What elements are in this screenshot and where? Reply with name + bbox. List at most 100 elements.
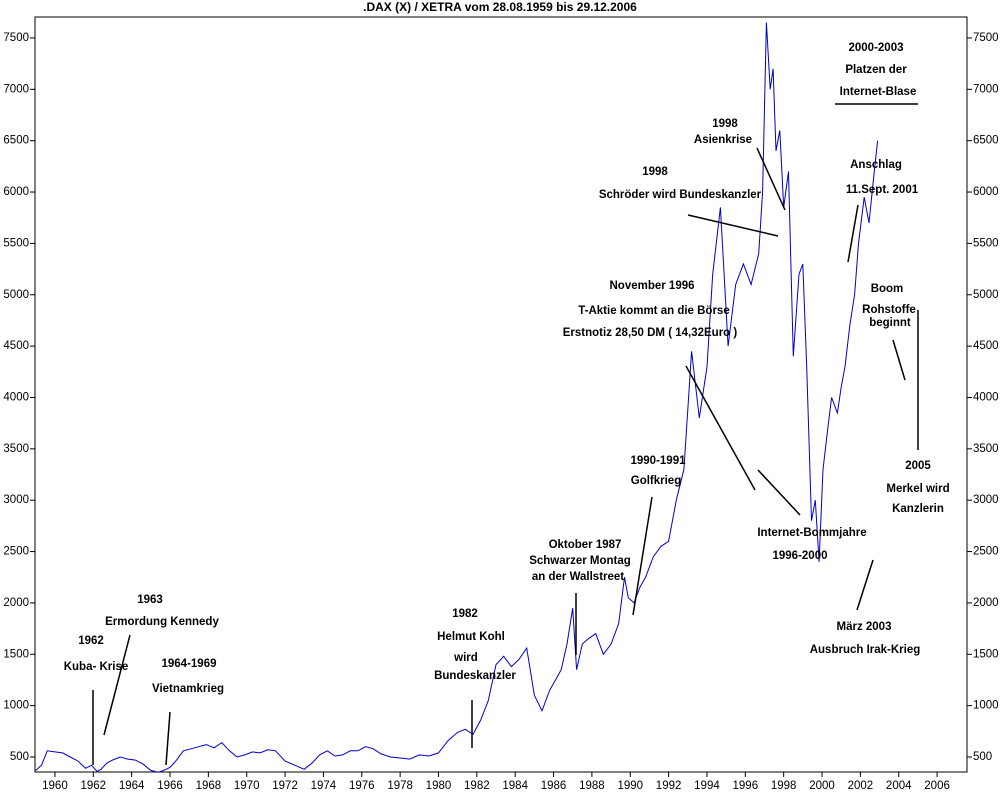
x-tick-label: 2002 [848,780,874,792]
y-tick-label: 1000 [3,700,29,712]
y2-tick-label: 4500 [973,340,999,352]
annotation-pointer [847,204,859,263]
annotation: 1996-2000 [773,550,828,562]
annotation: Platzen der [845,64,907,76]
y2-tick-label: 6500 [973,135,999,147]
annotation: Kuba- Krise [64,661,129,673]
annotation: an der Wallstreet [532,571,624,583]
annotation: März 2003 [837,621,892,633]
x-tick-label: 2004 [886,780,912,792]
y-tick-label: 6500 [3,135,29,147]
y-tick-label: 5000 [3,289,29,301]
x-tick-label: 1988 [579,780,605,792]
annotation: Anschlag [850,159,902,171]
y2-tick-label: 1000 [973,700,999,712]
annotation: Schwarzer Montag [529,555,631,567]
x-tick-label: 1972 [272,780,298,792]
annotation: November 1996 [609,280,694,292]
y-tick-label: 4500 [3,340,29,352]
y2-tick-label: 5500 [973,237,999,249]
y-tick-label: 2500 [3,546,29,558]
annotation-pointer [685,365,756,491]
annotation: Ermordung Kennedy [105,616,219,628]
y-tick-label: 3000 [3,494,29,506]
x-tick-label: 1970 [234,780,260,792]
y2-tick-label: 6000 [973,186,999,198]
annotation: Asienkrise [694,134,752,146]
y2-tick-label: 1500 [973,648,999,660]
y2-tick-label: 7000 [973,83,999,95]
x-tick-label: 1964 [119,780,145,792]
x-tick-label: 1960 [42,780,68,792]
y-tick-label: 5500 [3,237,29,249]
annotation: Kanzlerin [892,503,944,515]
annotation: 1962 [78,635,104,647]
x-tick-label: 1986 [541,780,567,792]
y-tick-label: 3500 [3,443,29,455]
annotation: Helmut Kohl [437,631,505,643]
y2-tick-label: 3000 [973,494,999,506]
chart-title: .DAX (X) / XETRA vom 28.08.1959 bis 29.1… [363,0,637,14]
annotation: Erstnotiz 28,50 DM ( 14,32Euro ) [563,327,738,339]
x-tick-label: 1980 [426,780,452,792]
annotation-pointer [856,559,874,611]
y2-tick-label: 7500 [973,32,999,44]
annotation-pointer [892,339,906,381]
annotation: Internet-Bommjahre [757,527,866,539]
annotation: 1982 [452,608,478,620]
annotation-pointer [165,711,171,766]
x-tick-label: 1962 [81,780,107,792]
x-tick-label: 2006 [924,780,950,792]
annotation: 1963 [137,594,163,606]
y2-tick-label: 3500 [973,443,999,455]
y2-tick-label: 2000 [973,597,999,609]
x-tick-label: 1968 [196,780,222,792]
y-tick-label: 500 [10,751,29,763]
x-tick-label: 1996 [733,780,759,792]
annotation: Internet-Blase [840,86,917,98]
annotation: 1998 [712,118,738,130]
x-tick-label: 1978 [387,780,413,792]
annotation-pointer [687,214,779,237]
x-tick-label: 1982 [464,780,490,792]
y-tick-label: 7500 [3,32,29,44]
annotation-pointer [103,634,131,736]
x-tick-label: 2000 [809,780,835,792]
x-tick-label: 1974 [311,780,337,792]
annotation-pointer [756,147,786,211]
annotation: Oktober 1987 [549,539,622,551]
y-tick-label: 6000 [3,186,29,198]
annotation: Schröder wird Bundeskanzler [599,189,762,201]
annotation: T-Aktie kommt an die Börse [578,305,729,317]
plot-frame [34,16,968,773]
x-tick-label: 1992 [656,780,682,792]
x-tick-label: 1966 [157,780,183,792]
x-tick-label: 1976 [349,780,375,792]
annotation: 1964-1969 [162,658,217,670]
annotation-pointer [757,469,801,516]
annotation: 1998 [642,166,668,178]
y-tick-label: 1500 [3,648,29,660]
annotation: Golfkrieg [631,475,681,487]
annotation: Boom [871,283,904,295]
x-tick-label: 1998 [771,780,797,792]
annotation: 2000-2003 [849,42,904,54]
annotation: Rohstoffe [862,304,916,316]
annotation: beginnt [869,317,911,329]
annotation: Bundeskanzler [434,670,516,682]
x-tick-label: 1994 [694,780,720,792]
annotation: 2005 [905,460,931,472]
y2-tick-label: 4000 [973,392,999,404]
y2-tick-label: 2500 [973,546,999,558]
y2-tick-label: 5000 [973,289,999,301]
y-tick-label: 7000 [3,83,29,95]
annotation: wird [453,652,478,664]
annotation: 11.Sept. 2001 [846,184,919,196]
y2-tick-label: 500 [973,751,992,763]
annotation: Vietnamkrieg [152,683,224,695]
annotation: 1990-1991 [631,455,687,467]
annotation: Ausbruch Irak-Krieg [810,644,921,656]
x-tick-label: 1990 [617,780,643,792]
y-tick-label: 2000 [3,597,29,609]
